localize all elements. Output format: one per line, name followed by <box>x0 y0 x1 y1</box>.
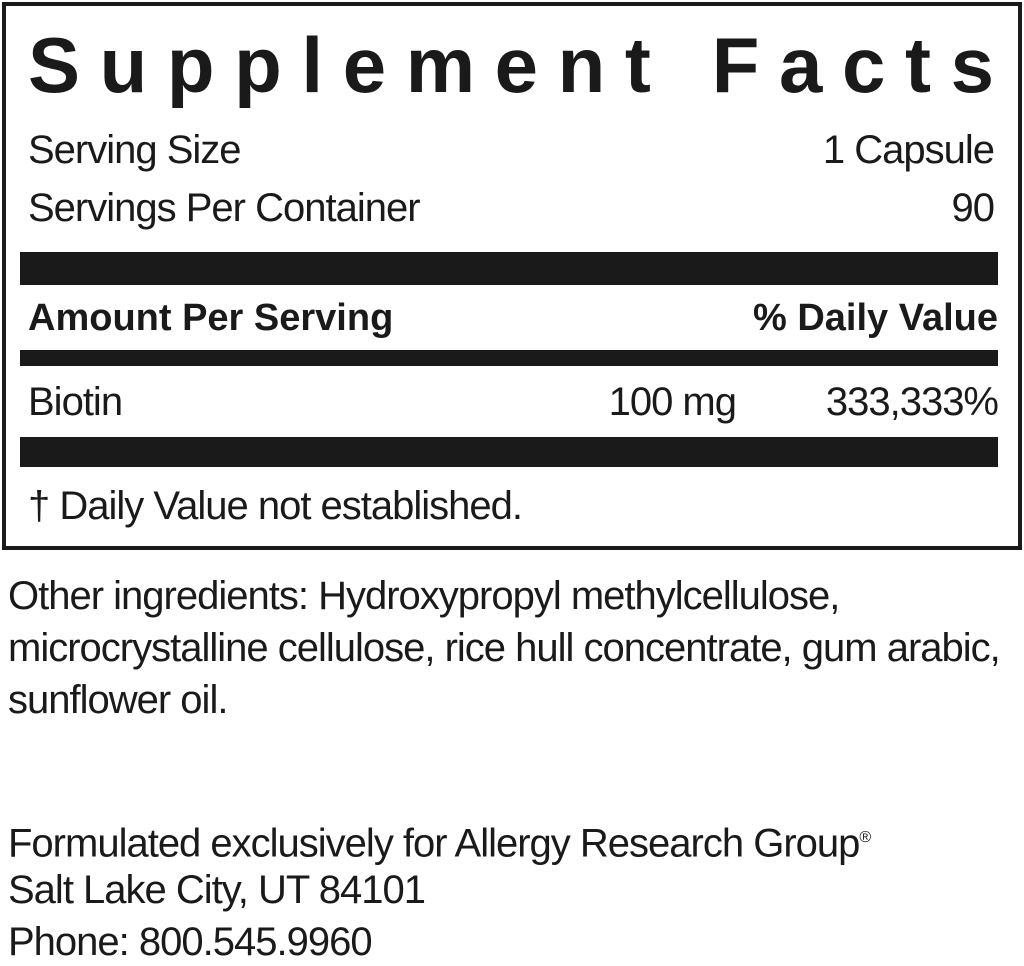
phone: Phone: 800.545.9960 <box>8 920 373 964</box>
amount-header: Amount Per Serving <box>28 297 394 339</box>
other-ingredients: Other ingredients: Hydroxypropyl methylc… <box>8 574 1001 722</box>
manufacturer-line: Formulated exclusively for Allergy Resea… <box>8 814 871 867</box>
serving-size-value: 1 Capsule <box>822 128 995 172</box>
servings-value: 90 <box>951 186 995 230</box>
daily-value-header: % Daily Value <box>752 297 998 339</box>
servings-label: Servings Per Container <box>28 186 421 230</box>
nutrient-name: Biotin <box>28 380 123 424</box>
footnote: † Daily Value not established. <box>28 484 523 528</box>
nutrient-amount: 100 mg <box>608 380 737 424</box>
thick-bar <box>20 252 998 285</box>
title-svg: Supplement Facts <box>28 21 994 108</box>
facts-box <box>2 2 1022 550</box>
registered-mark: ® <box>859 829 871 846</box>
serving-size-label: Serving Size <box>28 128 242 172</box>
address: Salt Lake City, UT 84101 <box>8 868 426 912</box>
thick-bar <box>20 437 998 467</box>
title: Supplement Facts <box>28 21 994 108</box>
manufacturer-name: Formulated exclusively for Allergy Resea… <box>8 821 860 866</box>
medium-bar <box>20 350 998 366</box>
nutrient-daily-value: 333,333% <box>825 380 999 424</box>
